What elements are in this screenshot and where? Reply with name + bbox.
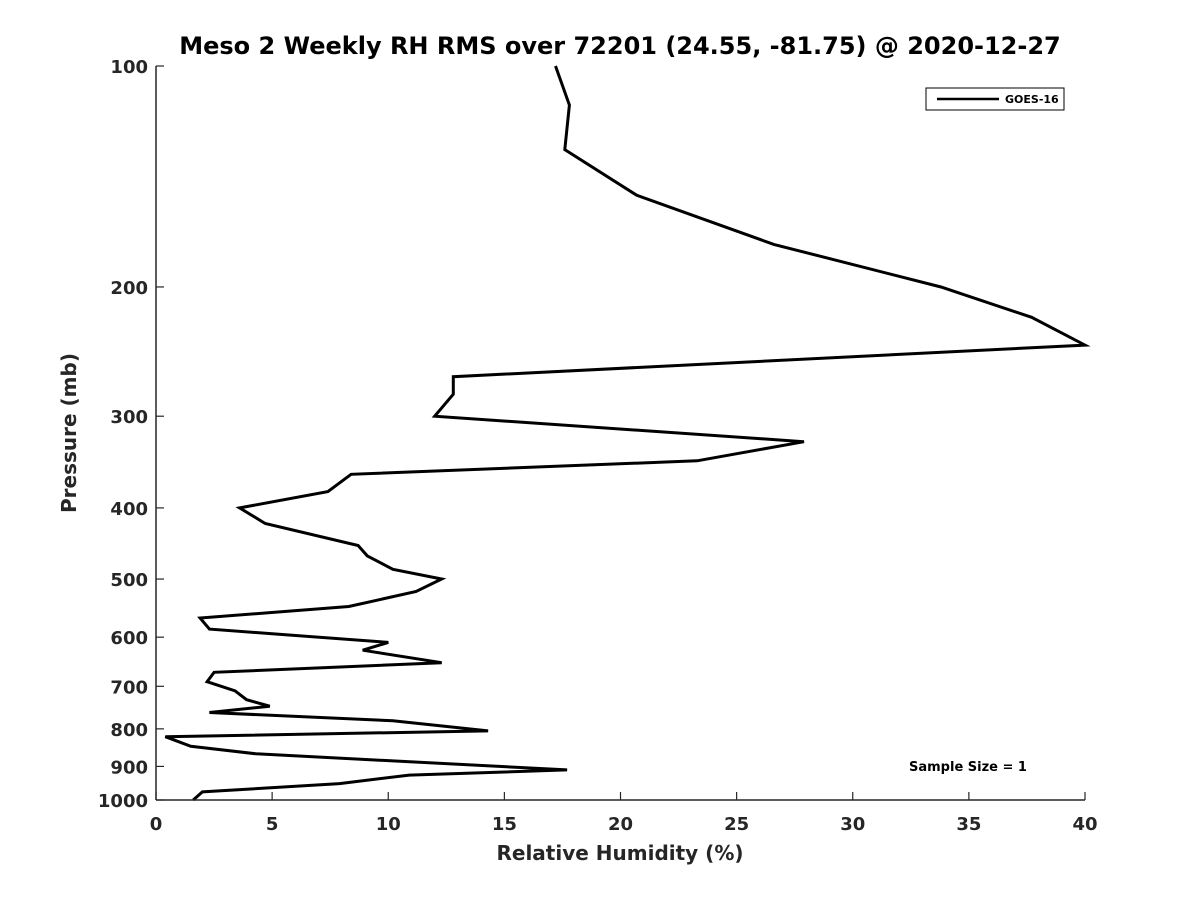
sample-size-annotation: Sample Size = 1 bbox=[909, 760, 1027, 775]
y-tick-label: 700 bbox=[110, 677, 148, 698]
y-tick-label: 1000 bbox=[98, 791, 148, 812]
chart-title: Meso 2 Weekly RH RMS over 72201 (24.55, … bbox=[179, 32, 1061, 60]
legend: GOES-16 bbox=[925, 87, 1065, 111]
x-tick-label: 25 bbox=[724, 814, 749, 835]
x-tick-label: 15 bbox=[492, 814, 517, 835]
y-axis-label: Pressure (mb) bbox=[57, 353, 81, 513]
x-tick-label: 0 bbox=[150, 814, 163, 835]
x-tick-label: 5 bbox=[266, 814, 279, 835]
y-tick-label: 300 bbox=[110, 407, 148, 428]
x-axis-label: Relative Humidity (%) bbox=[496, 841, 743, 865]
y-tick-label: 800 bbox=[110, 720, 148, 741]
x-tick-label: 10 bbox=[376, 814, 401, 835]
x-tick-label: 30 bbox=[840, 814, 865, 835]
y-tick-label: 400 bbox=[110, 499, 148, 520]
y-tick-label: 500 bbox=[110, 570, 148, 591]
x-tick-label: 40 bbox=[1072, 814, 1097, 835]
y-tick-label: 200 bbox=[110, 278, 148, 299]
x-tick-label: 35 bbox=[956, 814, 981, 835]
plot-area bbox=[164, 65, 1091, 802]
y-tick-label: 100 bbox=[110, 57, 148, 78]
legend-label: GOES-16 bbox=[1005, 93, 1059, 106]
ticks-layer: 0 5 10 15 20 25 30 35 40 100 200 300 400 500 600 700 800… bbox=[98, 57, 1098, 835]
y-tick-label: 900 bbox=[110, 757, 148, 778]
series-line-goes-16 bbox=[164, 65, 1091, 802]
x-tick-label: 20 bbox=[608, 814, 633, 835]
y-tick-label: 600 bbox=[110, 628, 148, 649]
